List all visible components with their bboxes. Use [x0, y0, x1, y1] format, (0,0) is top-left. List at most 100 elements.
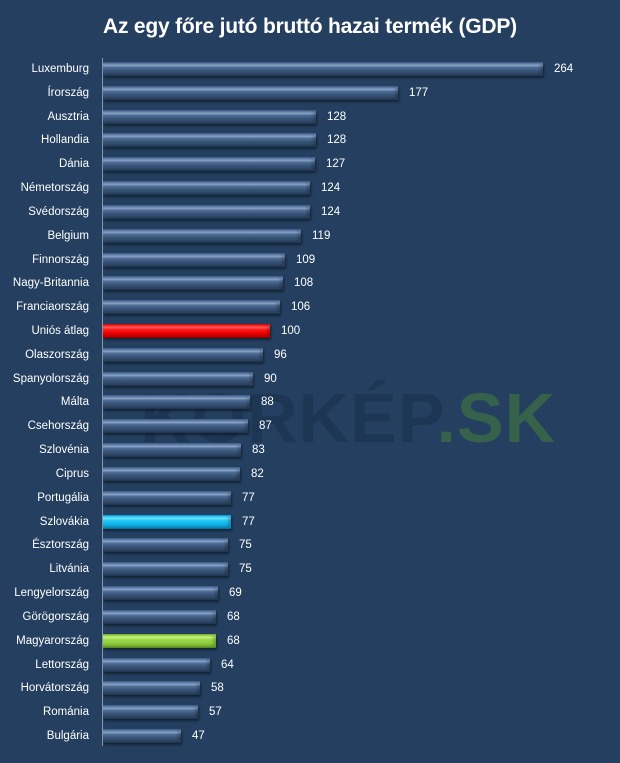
category-label: Csehország	[27, 420, 89, 433]
bar	[103, 609, 216, 624]
bar-row: Lettország 64	[0, 653, 620, 677]
bar-row: Horvátország 58	[0, 676, 620, 700]
chart-title: Az egy főre jutó bruttó hazai termék (GD…	[103, 15, 517, 38]
value-label: 128	[327, 134, 347, 147]
bar-row: Észtország 75	[0, 533, 620, 557]
category-label: Svédország	[28, 205, 89, 218]
value-label: 82	[251, 467, 264, 480]
bar	[103, 181, 310, 196]
bar	[103, 109, 316, 124]
category-label: Bulgária	[46, 729, 89, 742]
bar	[103, 252, 285, 267]
value-label: 100	[281, 325, 301, 338]
bar-row: Franciaország 106	[0, 295, 620, 319]
bar-row: Görögország 68	[0, 605, 620, 629]
value-label: 128	[327, 110, 347, 123]
category-label: Románia	[42, 706, 89, 719]
value-label: 106	[291, 301, 311, 314]
bar-row: Litvánia 75	[0, 557, 620, 581]
value-label: 77	[242, 491, 255, 504]
bar	[103, 586, 218, 601]
category-label: Luxemburg	[31, 63, 89, 75]
category-label: Lengyelország	[14, 587, 89, 600]
bar	[103, 657, 210, 672]
bar	[103, 633, 216, 648]
bar	[103, 705, 198, 720]
category-label: Szlovénia	[39, 444, 89, 457]
bar-row: Bulgária 47	[0, 724, 620, 748]
bar-row: Finnország 109	[0, 248, 620, 272]
bar	[103, 562, 228, 577]
value-label: 57	[209, 706, 222, 719]
bar	[103, 371, 253, 386]
bar-row: Ciprus 82	[0, 462, 620, 486]
category-label: Litvánia	[49, 563, 89, 576]
bar	[103, 395, 250, 410]
value-label: 47	[192, 729, 205, 742]
bar	[103, 324, 270, 339]
bar-row: Szlovénia 83	[0, 438, 620, 462]
category-label: Uniós átlag	[31, 325, 89, 338]
value-label: 124	[321, 205, 341, 218]
category-label: Ausztria	[47, 110, 89, 123]
category-label: Belgium	[47, 229, 89, 242]
category-label: Málta	[60, 396, 89, 409]
value-label: 177	[409, 86, 429, 99]
bar-row: Svédország 124	[0, 200, 620, 224]
bar-row: Szlovákia 77	[0, 510, 620, 534]
bar	[103, 62, 543, 76]
value-label: 77	[242, 515, 255, 528]
bar	[103, 228, 301, 243]
bar	[103, 276, 283, 291]
value-label: 68	[227, 634, 240, 647]
category-label: Németország	[20, 182, 89, 195]
bar-row: Írország 177	[0, 81, 620, 105]
category-label: Lettország	[35, 658, 89, 671]
bar-row: Csehország 87	[0, 414, 620, 438]
value-label: 64	[221, 658, 234, 671]
value-label: 90	[264, 372, 277, 385]
bar	[103, 490, 231, 505]
bar	[103, 514, 231, 529]
bar	[103, 347, 263, 362]
value-label: 109	[296, 253, 316, 266]
value-label: 127	[326, 158, 346, 171]
category-label: Szlovákia	[39, 515, 89, 528]
bar	[103, 300, 280, 315]
value-label: 83	[252, 444, 265, 457]
value-label: 264	[554, 63, 574, 75]
value-label: 75	[239, 539, 252, 552]
bar	[103, 157, 315, 172]
value-label: 96	[274, 348, 287, 361]
category-label: Észtország	[32, 539, 89, 552]
bar	[103, 538, 228, 553]
value-label: 68	[227, 610, 240, 623]
category-label: Ciprus	[55, 467, 89, 480]
bar-row: Belgium 119	[0, 224, 620, 248]
category-label: Nagy-Britannia	[12, 277, 89, 290]
bar	[103, 419, 248, 434]
value-label: 69	[229, 587, 242, 600]
bar-row: Magyarország 68	[0, 629, 620, 653]
category-label: Franciaország	[16, 301, 89, 314]
value-label: 58	[211, 682, 224, 695]
category-label: Magyarország	[16, 634, 89, 647]
bar-row: Olaszország 96	[0, 343, 620, 367]
category-label: Portugália	[37, 491, 89, 504]
category-label: Hollandia	[41, 134, 89, 147]
bar	[103, 204, 310, 219]
bar-row: Málta 88	[0, 390, 620, 414]
bar-row: Luxemburg 264	[0, 57, 620, 81]
bar-row: Románia 57	[0, 700, 620, 724]
value-label: 124	[321, 182, 341, 195]
category-label: Horvátország	[20, 682, 89, 695]
bar	[103, 443, 241, 458]
value-label: 119	[312, 229, 331, 242]
bar	[103, 681, 200, 696]
bar-row: Uniós átlag 100	[0, 319, 620, 343]
bar	[103, 133, 316, 148]
value-label: 108	[294, 277, 314, 290]
category-label: Finnország	[32, 253, 89, 266]
bar-row: Lengyelország 69	[0, 581, 620, 605]
category-label: Görögország	[22, 610, 89, 623]
